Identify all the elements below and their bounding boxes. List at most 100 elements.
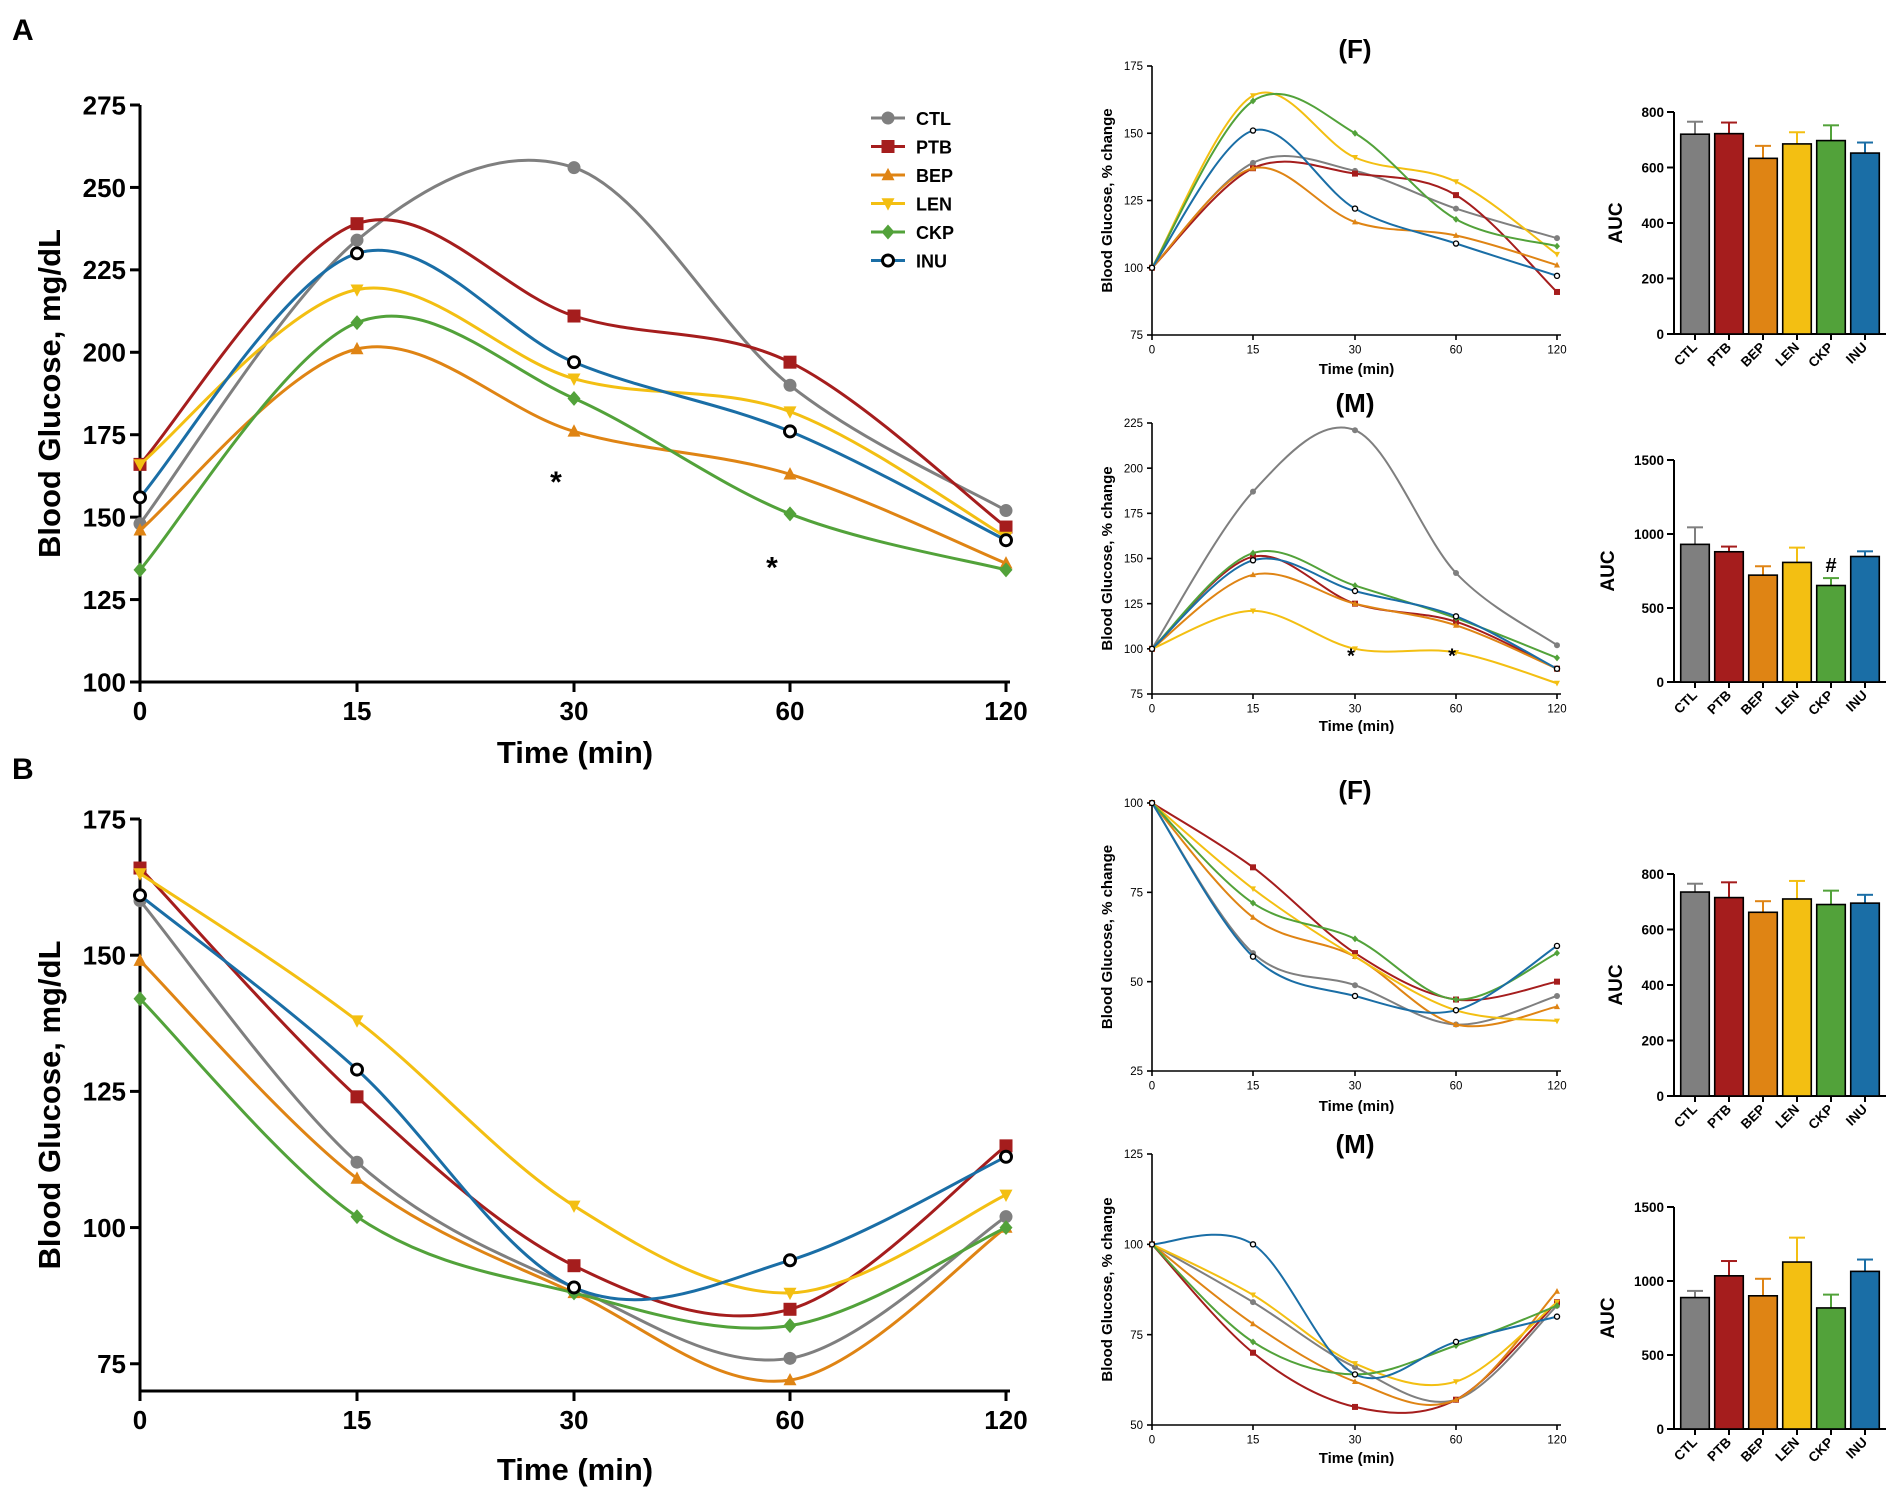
x-tick-label: 15 — [343, 696, 372, 726]
data-point-PTB — [1554, 978, 1560, 985]
data-point-BEP — [133, 953, 147, 966]
y-tick-label: 100 — [83, 1213, 126, 1243]
data-point-CTL — [1352, 1364, 1358, 1371]
x-tick-label: LEN — [1772, 340, 1802, 370]
x-tick-label: INU — [1843, 340, 1870, 367]
data-point-INU — [1249, 557, 1257, 564]
bar-CKP — [1815, 139, 1847, 335]
data-point-LEN — [1352, 954, 1358, 960]
y-tick-label: 125 — [1124, 599, 1143, 611]
y-tick-label: 225 — [83, 255, 126, 285]
data-point-CKP — [1554, 1302, 1560, 1310]
legend-label-INU: INU — [916, 252, 947, 272]
data-point-CKP — [1352, 582, 1358, 590]
data-point-LEN — [133, 459, 147, 472]
data-point-CTL — [1554, 992, 1560, 999]
data-point-INU — [350, 246, 364, 261]
data-point-PTB — [1250, 553, 1256, 560]
x-tick-label: 30 — [1349, 345, 1362, 357]
y-axis-label: Blood Glucose, % change — [1099, 1197, 1116, 1381]
data-point-LEN — [1250, 608, 1256, 615]
data-point-BEP — [1554, 1288, 1560, 1294]
chart-A_F_line: 75 100 125 150 175 0 15 30 60 120 Time (min) Blood … — [1099, 34, 1567, 378]
panel-label-B: B — [12, 753, 34, 786]
y-tick-label: 275 — [83, 90, 126, 120]
data-point-INU — [783, 424, 797, 439]
y-tick-label: 75 — [1130, 1330, 1143, 1342]
data-point-BEP — [783, 1372, 797, 1386]
y-axis-label: Blood Glucose, mg/dL — [32, 229, 67, 558]
data-point-INU — [1148, 799, 1156, 807]
x-tick-label: 0 — [1149, 704, 1155, 716]
data-point-PTB — [350, 1090, 364, 1104]
x-tick-label: BEP — [1738, 688, 1768, 718]
panel-label-A: A — [12, 14, 34, 47]
data-point-BEP — [1453, 232, 1459, 238]
y-tick-label: 100 — [1124, 263, 1143, 275]
y-tick-label: 1000 — [1634, 527, 1664, 542]
data-point-INU — [133, 490, 147, 505]
data-point-LEN — [783, 406, 797, 419]
legend-marker-INU — [881, 253, 895, 268]
x-tick-label: 15 — [343, 1405, 372, 1435]
bar-INU — [1849, 1270, 1881, 1430]
series-line-CKP — [138, 314, 1007, 572]
chart-title: (F) — [1338, 34, 1371, 64]
significance-marker: * — [1448, 645, 1456, 667]
x-tick-label: 120 — [1547, 704, 1566, 716]
data-point-CTL — [783, 378, 797, 392]
series-line-INU — [1151, 128, 1558, 277]
data-point-CKP — [567, 390, 581, 406]
data-point-INU — [567, 1280, 581, 1295]
bar-LEN — [1781, 561, 1813, 683]
x-tick-label: PTB — [1704, 1101, 1734, 1131]
x-axis-label: Time (min) — [1319, 361, 1395, 378]
data-point-CKP — [1554, 949, 1560, 957]
series-line-LEN — [139, 286, 1007, 539]
data-point-INU — [1249, 1241, 1257, 1248]
chart-B_F_auc: 0 200 400 600 800 CTL PTB BEP LEN CKP INU AUC — [1606, 867, 1886, 1132]
legend-marker-CKP — [881, 224, 895, 240]
data-point-INU — [1452, 1007, 1460, 1014]
significance-marker: * — [1347, 645, 1355, 667]
data-point-PTB — [783, 1302, 797, 1316]
x-tick-label: INU — [1843, 1102, 1870, 1129]
chart-A_M_auc: 0 500 1000 1500 CTL PTB BEP LEN CKP # INU AUC — [1598, 453, 1886, 718]
series-line-CKP — [138, 997, 1007, 1330]
data-point-PTB — [783, 355, 797, 369]
x-axis-label: Time (min) — [497, 1452, 653, 1487]
legend-label-LEN: LEN — [916, 195, 952, 215]
y-tick-label: 0 — [1656, 327, 1664, 342]
y-tick-label: 100 — [1124, 1239, 1143, 1251]
chart-A_main: 100 125 150 175 200 225 250 275 0 15 30 60 120 Time (… — [32, 90, 1028, 770]
bar-LEN — [1781, 898, 1813, 1097]
y-tick-label: 200 — [1124, 463, 1143, 475]
x-axis-label: Time (min) — [1319, 718, 1395, 735]
series-line-CKP — [1151, 92, 1558, 269]
bar-BEP — [1747, 157, 1779, 335]
chart-title: (F) — [1338, 775, 1371, 805]
x-tick-label: 120 — [984, 696, 1027, 726]
series-line-LEN — [139, 872, 1007, 1295]
x-tick-label: 0 — [133, 696, 147, 726]
data-point-LEN — [1250, 886, 1256, 893]
data-point-PTB — [999, 1139, 1013, 1153]
data-point-INU — [1452, 613, 1460, 620]
data-point-CTL — [1250, 488, 1256, 495]
data-point-BEP — [783, 467, 797, 480]
data-point-BEP — [1352, 218, 1358, 225]
x-tick-label: CKP — [1805, 1435, 1836, 1466]
data-point-INU — [1249, 953, 1257, 960]
y-tick-label: 50 — [1130, 977, 1143, 989]
data-point-INU — [1148, 1241, 1156, 1248]
data-point-CTL — [1250, 159, 1256, 166]
data-point-BEP — [1453, 1396, 1459, 1403]
chart-B_main: 75 100 125 150 175 0 15 30 60 120 Time (min) Blood … — [32, 804, 1028, 1487]
data-point-PTB — [1453, 618, 1459, 625]
bar-PTB — [1713, 132, 1745, 335]
x-tick-label: CKP — [1805, 1102, 1836, 1133]
data-point-CKP — [1250, 1338, 1256, 1346]
x-tick-label: 120 — [1547, 1081, 1566, 1093]
y-tick-label: 0 — [1656, 675, 1664, 690]
